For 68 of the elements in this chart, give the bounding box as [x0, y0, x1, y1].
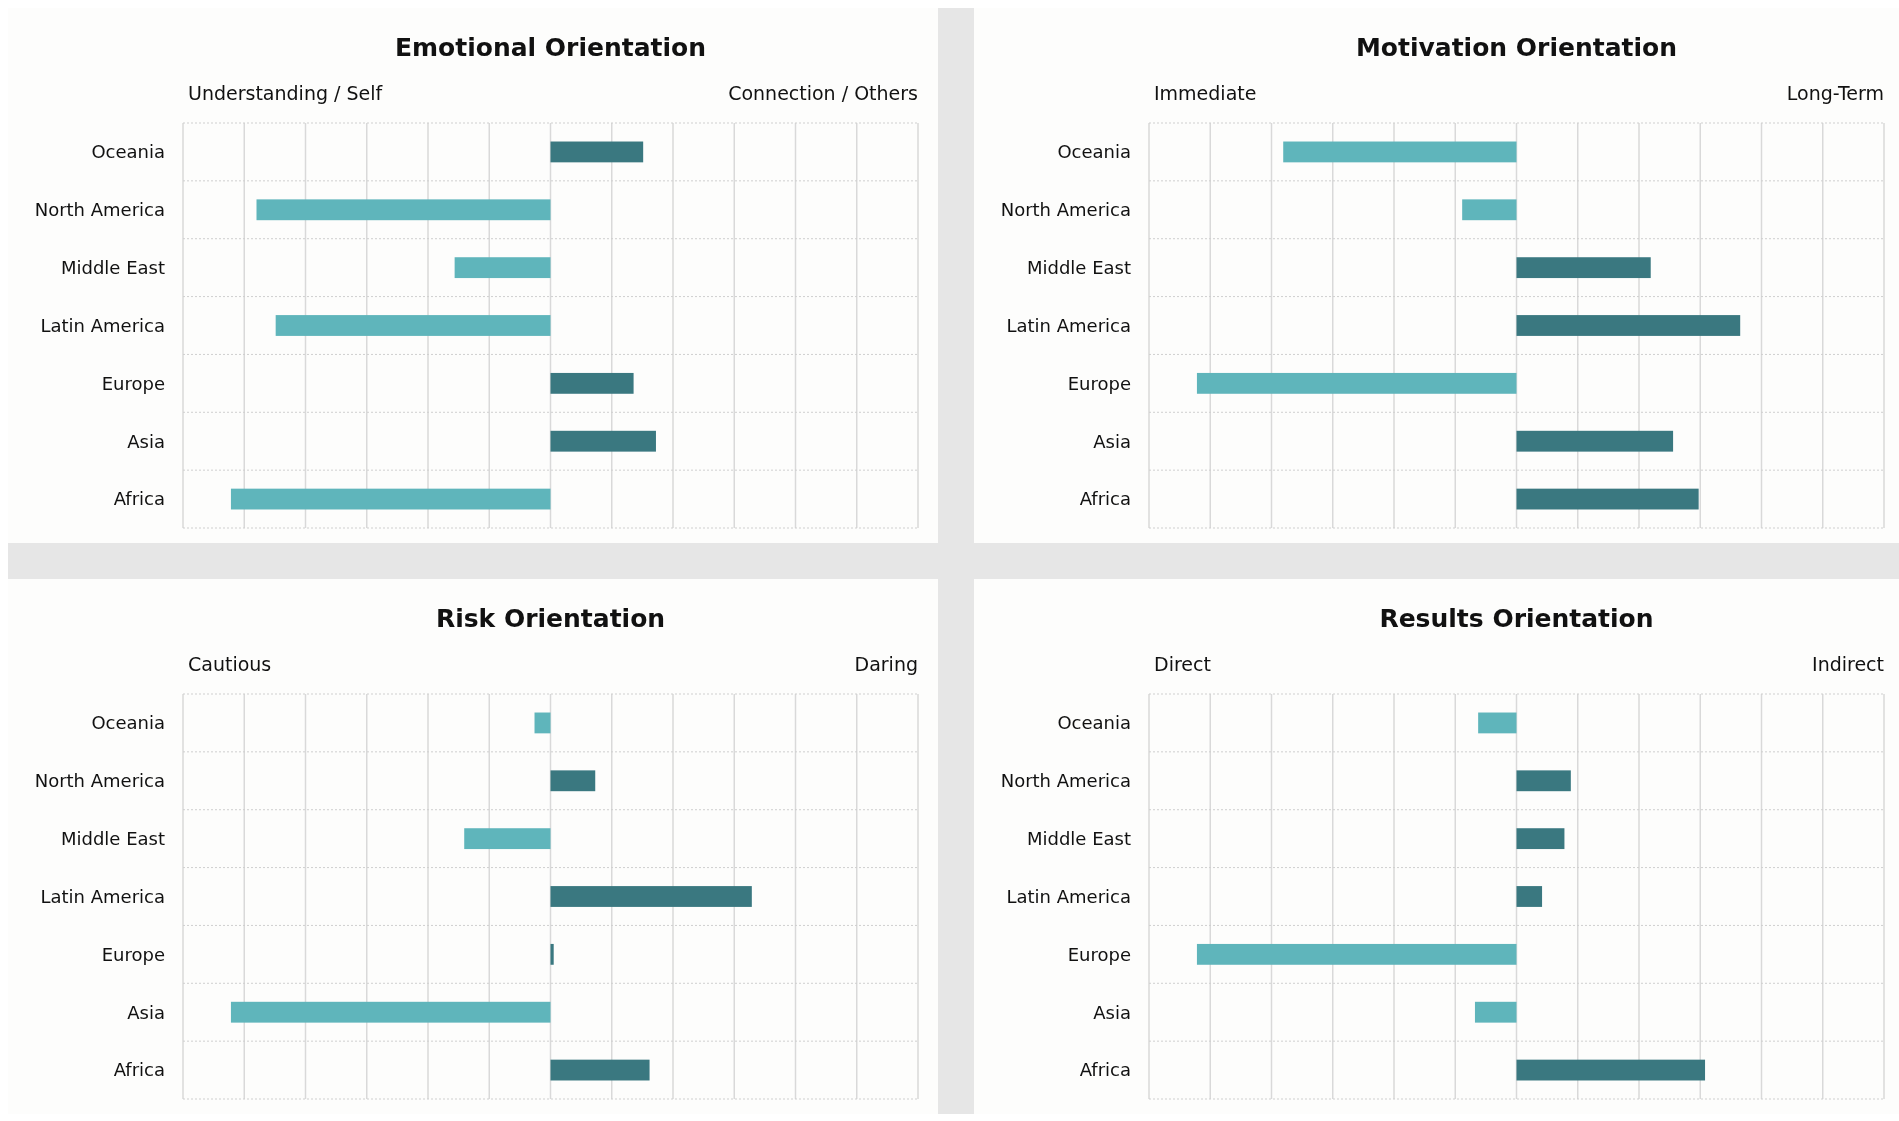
- y-tick-label: North America: [34, 199, 165, 221]
- chart-title: Risk Orientation: [435, 604, 666, 633]
- y-tick-label: Africa: [1079, 488, 1131, 510]
- bar: [1516, 488, 1699, 510]
- chart-title: Motivation Orientation: [1355, 33, 1678, 62]
- text: Connection / Others: [728, 82, 918, 104]
- bar: [230, 488, 551, 510]
- bar: [1478, 712, 1517, 734]
- y-tick-label: Africa: [113, 1059, 165, 1081]
- text: Understanding / Self: [188, 82, 384, 104]
- y-tick-label: Middle East: [1026, 827, 1131, 849]
- y-tick-label: Europe: [101, 943, 165, 965]
- text: Long-Term: [1786, 82, 1884, 104]
- y-tick-label: Middle East: [60, 256, 165, 278]
- y-tick-label: Asia: [1093, 1001, 1131, 1023]
- bar: [1516, 828, 1565, 850]
- bar: [550, 372, 634, 394]
- bar: [464, 828, 551, 850]
- text: Daring: [854, 653, 918, 675]
- bar: [1516, 770, 1571, 792]
- y-tick-label: Africa: [113, 488, 165, 510]
- bar: [1516, 886, 1543, 907]
- y-tick-label: Oceania: [91, 141, 165, 163]
- bar: [275, 315, 551, 336]
- chart-title: Emotional Orientation: [394, 33, 707, 62]
- bar: [1196, 943, 1517, 965]
- y-tick-label: North America: [34, 770, 165, 792]
- text: Indirect: [1812, 653, 1884, 675]
- y-tick-label: Oceania: [1057, 141, 1131, 163]
- bar: [1474, 1001, 1517, 1023]
- bar: [550, 1059, 650, 1081]
- bar: [550, 430, 656, 452]
- y-tick-label: Europe: [101, 372, 165, 394]
- y-tick-label: Europe: [1067, 372, 1131, 394]
- chart-title: Results Orientation: [1379, 604, 1654, 633]
- y-tick-label: North America: [1000, 199, 1131, 221]
- y-tick-label: Oceania: [91, 712, 165, 734]
- y-tick-label: Asia: [127, 430, 165, 452]
- y-tick-label: Latin America: [1006, 314, 1131, 336]
- y-tick-label: Latin America: [40, 314, 165, 336]
- y-tick-label: Latin America: [1006, 885, 1131, 907]
- y-tick-label: Europe: [1067, 943, 1131, 965]
- y-tick-label: Middle East: [60, 827, 165, 849]
- bar: [1196, 372, 1517, 394]
- bar: [1283, 141, 1517, 163]
- text: Immediate: [1154, 82, 1257, 104]
- text: Direct: [1154, 653, 1211, 675]
- bar: [1462, 199, 1517, 221]
- bar: [550, 141, 644, 163]
- bar: [550, 943, 554, 965]
- y-tick-label: Middle East: [1026, 256, 1131, 278]
- y-tick-label: North America: [1000, 770, 1131, 792]
- text: Cautious: [188, 653, 272, 675]
- y-tick-label: Asia: [127, 1001, 165, 1023]
- y-tick-label: Africa: [1079, 1059, 1131, 1081]
- bar: [1516, 1059, 1706, 1081]
- bar: [230, 1001, 551, 1023]
- bar: [1516, 315, 1741, 336]
- bar: [1516, 257, 1651, 279]
- bar: [1516, 430, 1674, 452]
- bar: [454, 257, 551, 279]
- bar: [550, 770, 596, 792]
- bar: [550, 886, 752, 907]
- bar: [534, 712, 551, 734]
- y-tick-label: Asia: [1093, 430, 1131, 452]
- y-tick-label: Latin America: [40, 885, 165, 907]
- bar: [256, 199, 551, 221]
- y-tick-label: Oceania: [1057, 712, 1131, 734]
